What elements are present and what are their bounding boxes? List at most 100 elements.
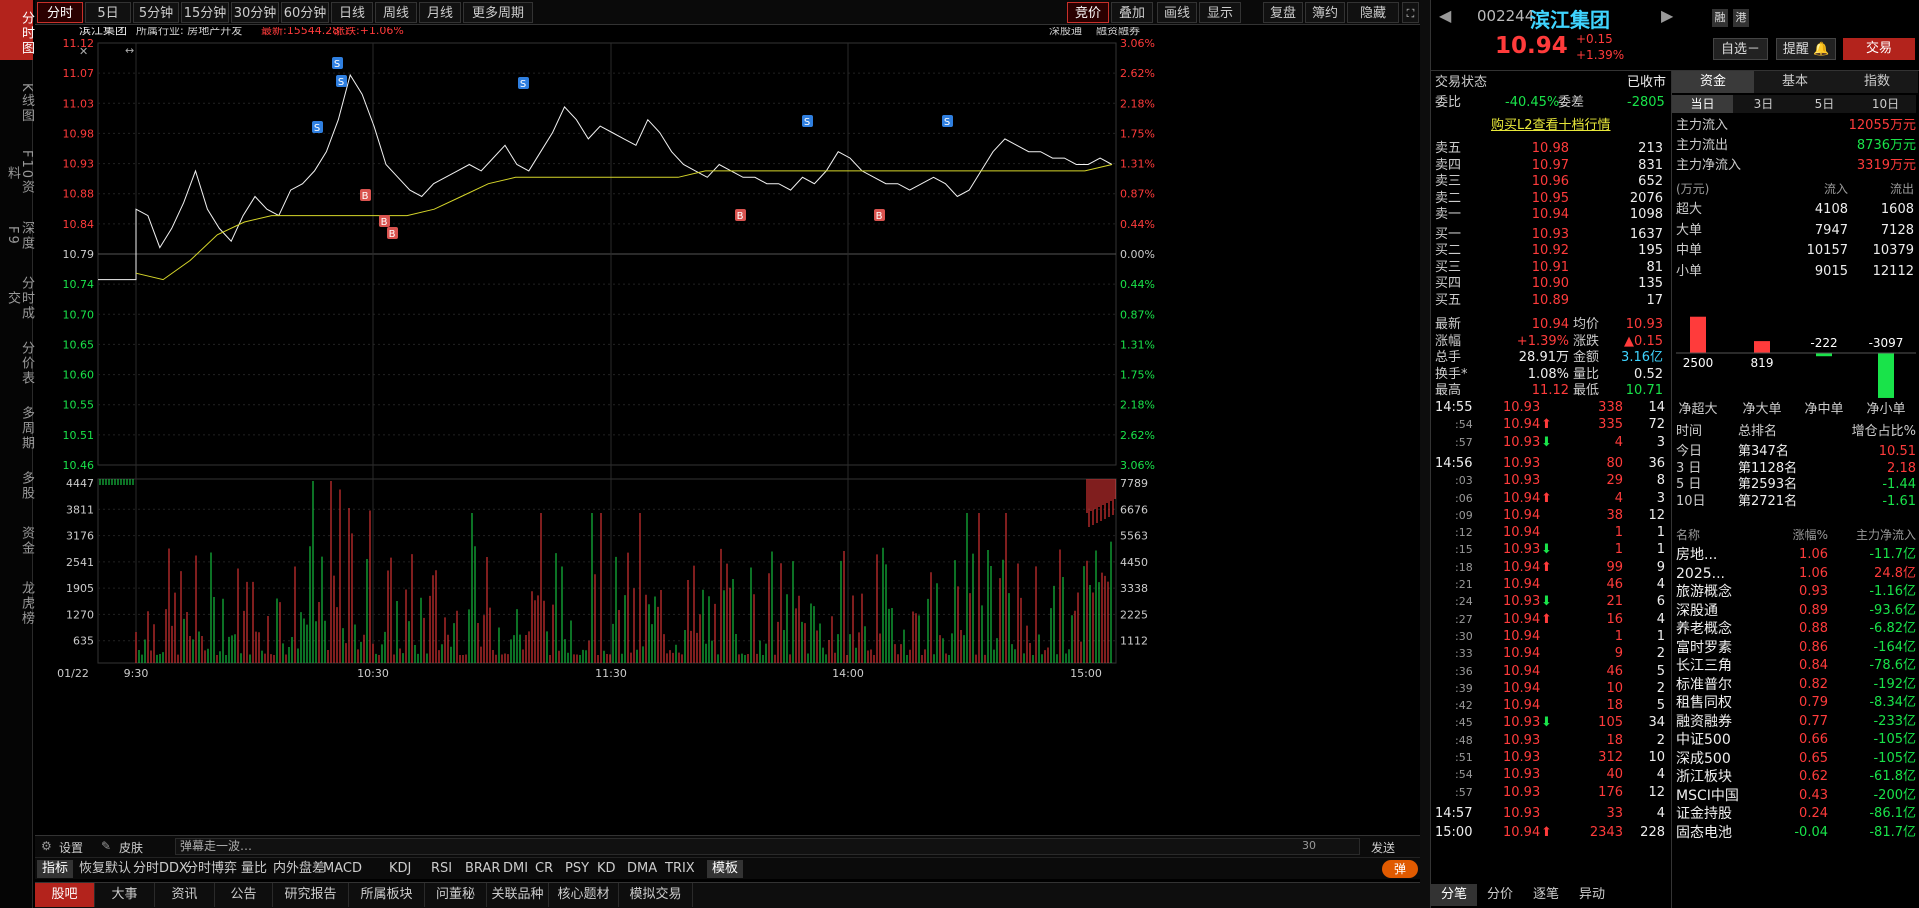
toolbar-right-5[interactable]: 簿约	[1305, 2, 1345, 23]
period-tab-6[interactable]: 日线	[331, 2, 373, 23]
bottom-tab-7[interactable]: 关联品种	[487, 883, 549, 907]
sector-name-10[interactable]: 中证500	[1676, 732, 1731, 748]
bottom-tab-4[interactable]: 研究报告	[273, 883, 349, 907]
alert-button[interactable]: 提醒 🔔	[1776, 38, 1836, 60]
sector-name-3[interactable]: 深股通	[1676, 602, 1718, 619]
sector-name-1[interactable]: 2025...	[1676, 565, 1725, 582]
collapse-icon[interactable]: ✕	[79, 45, 88, 58]
toolbar-right-2[interactable]: 画线	[1157, 2, 1197, 23]
skin-icon[interactable]: ✎	[101, 839, 112, 853]
indicator-16[interactable]: 模板	[707, 860, 744, 878]
fund-tab-0[interactable]: 资金	[1672, 71, 1754, 93]
indicator-0[interactable]: 指标	[37, 860, 74, 878]
sector-name-4[interactable]: 养老概念	[1676, 621, 1732, 637]
fund-tab-1[interactable]: 基本	[1754, 71, 1836, 93]
nav-item-1[interactable]: K线图	[19, 82, 34, 124]
tick-tab-1[interactable]: 分价	[1486, 887, 1513, 902]
nav-item-7[interactable]: 多股	[19, 470, 34, 501]
skin-button[interactable]: 皮肤	[119, 841, 144, 855]
nav-item-9[interactable]: 龙虎榜	[19, 580, 34, 626]
fund-period-2[interactable]: 5日	[1794, 95, 1855, 113]
expand-icon[interactable]: ↔	[125, 44, 134, 57]
period-tab-4[interactable]: 30分钟	[231, 2, 279, 23]
nav-item-8[interactable]: 资金	[19, 525, 34, 556]
tick-tab-3[interactable]: 异动	[1578, 887, 1605, 902]
period-tab-7[interactable]: 周线	[375, 2, 417, 23]
sector-name-12[interactable]: 浙江板块	[1676, 769, 1732, 785]
nav-item-2[interactable]: F10资料	[5, 150, 34, 196]
settings-icon[interactable]: ⚙	[41, 839, 52, 853]
watchlist-button[interactable]: 自选－	[1713, 38, 1768, 60]
sector-name-9[interactable]: 融资融券	[1676, 713, 1732, 730]
indicator-15[interactable]: TRIX	[665, 861, 695, 876]
toolbar-right-3[interactable]: 显示	[1199, 2, 1241, 23]
sector-name-8[interactable]: 租售同权	[1676, 695, 1732, 711]
vol-left-6: 635	[73, 635, 94, 648]
nav-item-6[interactable]: 多周期	[19, 405, 34, 451]
bottom-tab-5[interactable]: 所属板块	[349, 883, 425, 907]
fund-tab-2[interactable]: 指数	[1836, 71, 1918, 93]
sector-name-7[interactable]: 标准普尔	[1676, 676, 1732, 693]
settings-button[interactable]: 设置	[59, 841, 84, 855]
nav-item-3[interactable]: 深度F9	[5, 220, 34, 251]
nav-item-4[interactable]: 分时成交	[5, 275, 34, 321]
sector-name-14[interactable]: 证金持股	[1676, 806, 1732, 822]
prev-stock-icon[interactable]: ◀	[1439, 6, 1452, 25]
sector-name-5[interactable]: 富时罗素	[1676, 639, 1732, 656]
fund-period-0[interactable]: 当日	[1672, 95, 1733, 113]
panel-divider[interactable]	[1420, 0, 1430, 908]
indicator-7[interactable]: KDJ	[389, 861, 412, 876]
bottom-tab-2[interactable]: 资讯	[155, 883, 215, 907]
period-tab-5[interactable]: 60分钟	[281, 2, 329, 23]
indicator-14[interactable]: DMA	[627, 861, 658, 876]
fund-period-1[interactable]: 3日	[1733, 95, 1794, 113]
toolbar-right-0[interactable]: 竞价	[1067, 2, 1109, 23]
toolbar-right-4[interactable]: 复盘	[1263, 2, 1303, 23]
bottom-tab-8[interactable]: 核心题材	[549, 883, 619, 907]
indicator-3[interactable]: 分时博弈	[185, 861, 238, 876]
indicator-13[interactable]: KD	[597, 861, 616, 876]
nav-item-5[interactable]: 分价表	[19, 340, 34, 386]
danmu-input[interactable]: 弹幕走一波…	[175, 838, 1360, 855]
period-tab-3[interactable]: 15分钟	[181, 2, 229, 23]
sector-name-13[interactable]: MSCI中国	[1676, 787, 1739, 804]
sector-name-11[interactable]: 深成500	[1676, 750, 1731, 767]
indicator-11[interactable]: CR	[535, 861, 554, 876]
indicator-6[interactable]: MACD	[323, 861, 362, 876]
period-tab-8[interactable]: 月线	[419, 2, 461, 23]
bottom-tab-6[interactable]: 问董秘	[425, 883, 487, 907]
indicator-10[interactable]: DMI	[503, 861, 529, 876]
fund-period-3[interactable]: 10日	[1855, 95, 1916, 113]
tick-tab-2[interactable]: 逐笔	[1532, 887, 1559, 902]
trade-button[interactable]: 交易	[1843, 38, 1915, 60]
toolbar-right-6[interactable]: 隐藏	[1347, 2, 1399, 23]
period-tab-1[interactable]: 5日	[85, 2, 131, 23]
l2-link[interactable]: 购买L2查看十档行情	[1491, 118, 1611, 133]
indicator-8[interactable]: RSI	[431, 861, 453, 876]
send-button[interactable]: 发送	[1371, 841, 1396, 855]
bottom-tab-9[interactable]: 模拟交易	[619, 883, 693, 907]
sector-name-6[interactable]: 长江三角	[1676, 658, 1732, 674]
period-tab-9[interactable]: 更多周期	[463, 2, 533, 23]
period-tab-0[interactable]: 分时	[37, 2, 83, 23]
period-tab-2[interactable]: 5分钟	[133, 2, 179, 23]
indicator-12[interactable]: PSY	[565, 861, 590, 876]
bottom-tab-0[interactable]: 股吧	[35, 883, 95, 907]
nav-item-0[interactable]: 分时图	[0, 0, 34, 60]
indicator-9[interactable]: BRAR	[465, 861, 501, 876]
indicator-5[interactable]: 内外盘差	[273, 861, 326, 876]
indicator-4[interactable]: 量比	[241, 861, 268, 876]
next-stock-icon[interactable]: ▶	[1661, 6, 1674, 25]
bottom-tab-1[interactable]: 大事	[95, 883, 155, 907]
fullscreen-icon[interactable]: ⛶	[1402, 2, 1419, 23]
sector-name-0[interactable]: 房地...	[1676, 547, 1718, 563]
bottom-tab-3[interactable]: 公告	[215, 883, 273, 907]
tick-tab-0[interactable]: 分笔	[1431, 884, 1477, 906]
danmu-toggle[interactable]: 弹	[1382, 860, 1418, 878]
sector-name-2[interactable]: 旅游概念	[1676, 584, 1732, 600]
indicator-2[interactable]: 分时DDX	[133, 861, 188, 876]
sector-name-15[interactable]: 固态电池	[1676, 824, 1732, 841]
toolbar-right-1[interactable]: 叠加	[1111, 2, 1153, 23]
indicator-1[interactable]: 恢复默认	[79, 861, 132, 876]
